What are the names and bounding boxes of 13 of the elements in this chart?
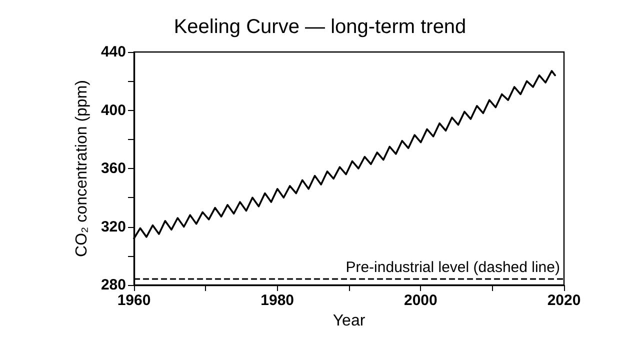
y-tick-label: 400 [100, 102, 126, 119]
x-tick-label: 1980 [260, 292, 294, 309]
ref-line-label: Pre-industrial level (dashed line) [346, 259, 560, 276]
y-tick-label: 280 [100, 276, 126, 294]
y-tick-label: 360 [100, 160, 126, 177]
x-axis-title: Year [332, 312, 366, 330]
x-tick-label: 1960 [117, 292, 151, 309]
chart-title: Keeling Curve — long-term trend [174, 16, 466, 38]
x-tick-label: 2020 [547, 292, 581, 309]
x-tick-label: 2000 [404, 292, 438, 309]
y-tick-label: 320 [100, 218, 126, 236]
y-tick-label: 440 [100, 44, 126, 60]
y-axis-title: CO₂ concentration (ppm) [74, 80, 90, 257]
